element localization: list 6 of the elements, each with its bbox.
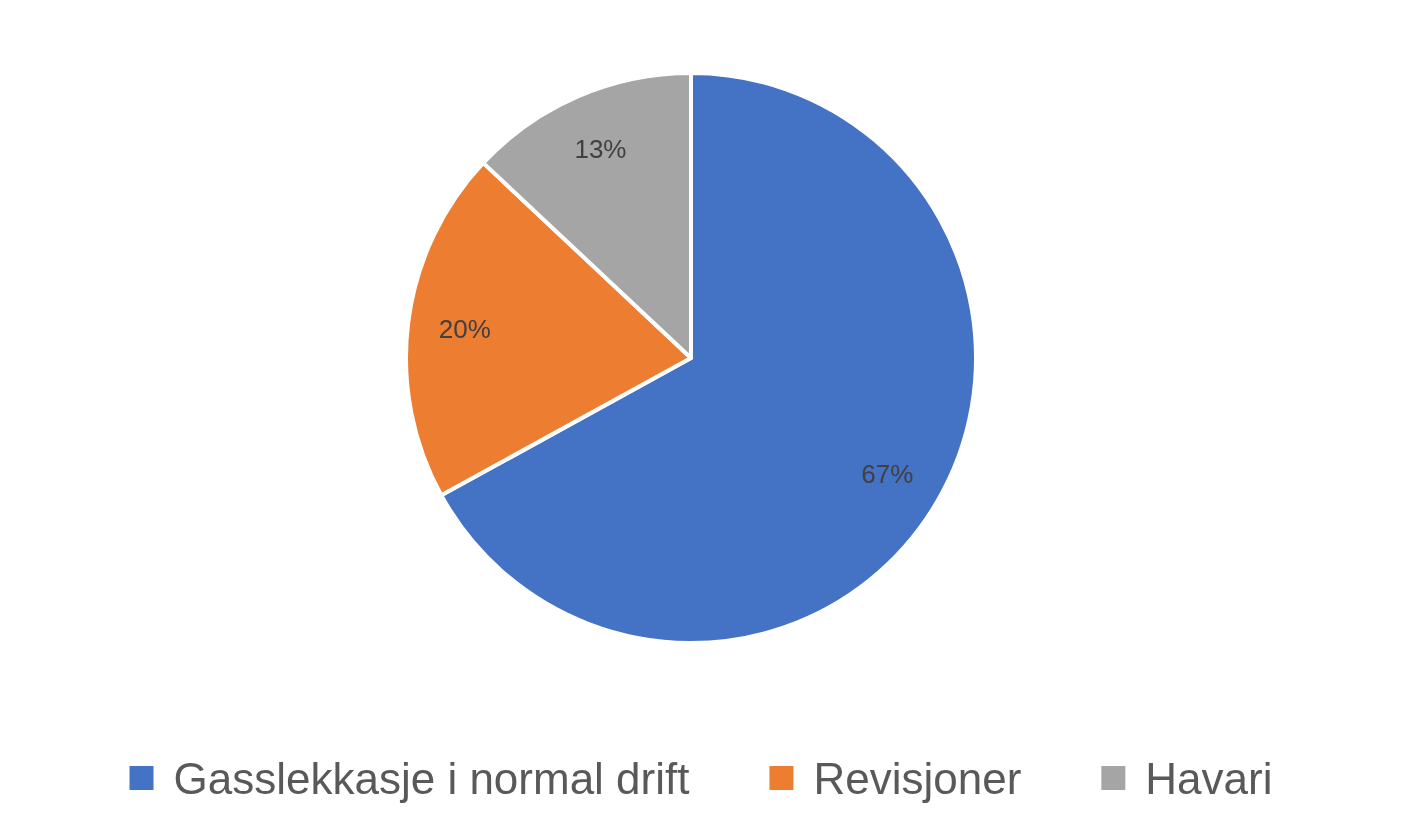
legend-label: Revisjoner: [813, 753, 1022, 803]
legend-label: Gasslekkasje i normal drift: [173, 753, 690, 803]
data-label: 13%: [574, 133, 627, 164]
data-label: 67%: [861, 459, 914, 490]
legend-label: Havari: [1145, 753, 1273, 803]
data-label: 20%: [438, 314, 491, 345]
